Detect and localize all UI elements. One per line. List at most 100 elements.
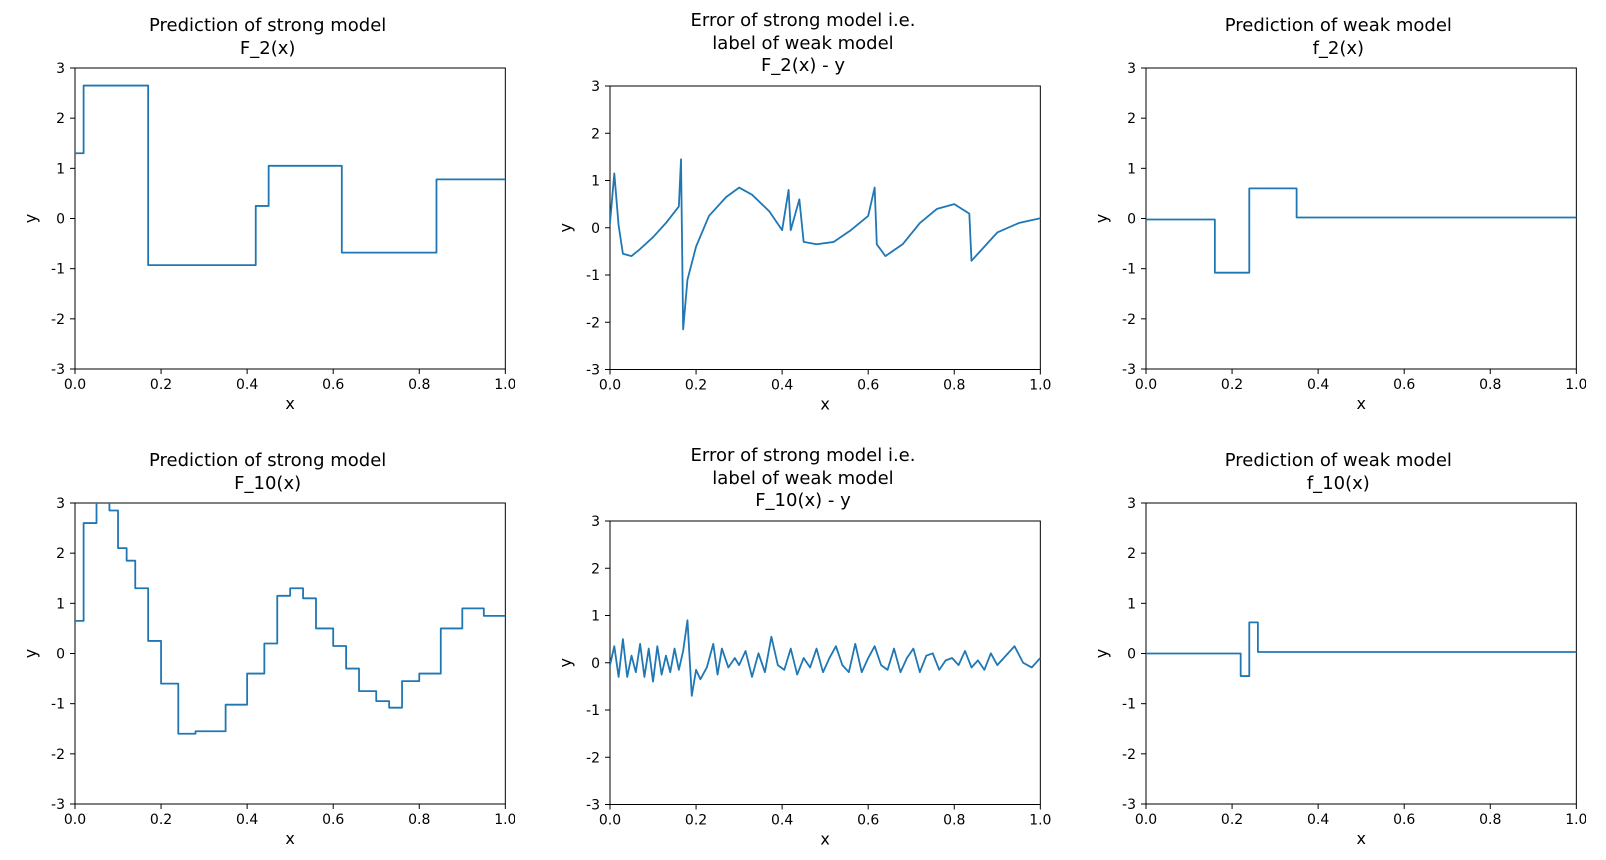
svg-text:0.8: 0.8 <box>408 377 430 393</box>
svg-text:0.4: 0.4 <box>236 377 258 393</box>
svg-text:-3: -3 <box>1122 362 1136 378</box>
svg-text:2: 2 <box>591 561 600 577</box>
svg-text:0.2: 0.2 <box>150 377 172 393</box>
svg-text:0.6: 0.6 <box>322 377 344 393</box>
svg-text:2: 2 <box>1127 546 1136 562</box>
svg-text:y: y <box>1092 214 1111 223</box>
svg-text:0: 0 <box>56 212 65 228</box>
svg-text:3: 3 <box>1127 496 1136 512</box>
svg-text:-1: -1 <box>1122 262 1136 278</box>
svg-text:1.0: 1.0 <box>494 812 515 828</box>
svg-text:3: 3 <box>591 514 600 530</box>
plot-area: 0.00.20.40.60.81.0-3-2-10123xy <box>555 513 1050 851</box>
svg-text:2: 2 <box>56 111 65 127</box>
svg-text:-3: -3 <box>1122 797 1136 813</box>
svg-text:y: y <box>21 214 40 223</box>
svg-text:1.0: 1.0 <box>1565 812 1586 828</box>
svg-text:-2: -2 <box>51 747 65 763</box>
panel-title: Prediction of strong model F_10(x) <box>20 445 515 495</box>
svg-text:0.4: 0.4 <box>1307 377 1329 393</box>
plot-area: 0.0 0.2 0.4 0.6 0.8 1.0 -3 -2 -1 0 1 2 3 x y <box>20 495 515 850</box>
panel-r1c2: Prediction of weak model f_10(x) 0.00.20… <box>1091 445 1586 850</box>
svg-text:1: 1 <box>591 608 600 624</box>
svg-text:-1: -1 <box>586 268 600 284</box>
svg-text:3: 3 <box>56 61 65 77</box>
svg-text:-2: -2 <box>586 750 600 766</box>
svg-text:1: 1 <box>1127 596 1136 612</box>
svg-text:x: x <box>285 394 294 413</box>
plot-area: 0.00.20.40.60.81.0-3-2-10123xy <box>1091 60 1586 415</box>
panel-r0c2: Prediction of weak model f_2(x) 0.00.20.… <box>1091 10 1586 415</box>
plot-area: 0.00.20.40.60.81.0-3-2-10123xy <box>20 60 515 415</box>
svg-text:0.2: 0.2 <box>1221 812 1243 828</box>
svg-text:y: y <box>1092 649 1111 658</box>
panel-title: Prediction of strong model F_2(x) <box>20 10 515 60</box>
svg-text:0.4: 0.4 <box>1307 812 1329 828</box>
svg-text:0.2: 0.2 <box>685 377 707 393</box>
panel-title: Prediction of weak model f_10(x) <box>1091 445 1586 495</box>
svg-text:0.0: 0.0 <box>599 377 621 393</box>
svg-text:1.0: 1.0 <box>494 377 515 393</box>
svg-text:-1: -1 <box>51 262 65 278</box>
svg-text:0.0: 0.0 <box>1135 377 1157 393</box>
svg-text:0.4: 0.4 <box>771 812 793 828</box>
svg-text:2: 2 <box>591 126 600 142</box>
svg-text:-3: -3 <box>51 362 65 378</box>
svg-text:-1: -1 <box>586 703 600 719</box>
plot-area: 0.00.20.40.60.81.0-3-2-10123xy <box>555 78 1050 416</box>
svg-text:-3: -3 <box>586 797 600 813</box>
svg-text:3: 3 <box>1127 61 1136 77</box>
svg-text:0.0: 0.0 <box>64 812 86 828</box>
panel-title: Error of strong model i.e. label of weak… <box>555 445 1050 513</box>
plot-area: 0.0 0.2 0.4 0.6 0.8 1.0 -3 -2 -1 0 1 2 3 x y <box>1091 495 1586 850</box>
panel-title: Prediction of weak model f_2(x) <box>1091 10 1586 60</box>
svg-text:0.6: 0.6 <box>857 377 879 393</box>
svg-text:0.6: 0.6 <box>322 812 344 828</box>
panel-r0c0: Prediction of strong model F_2(x) 0.0 0.2… <box>20 10 515 415</box>
svg-text:0.0: 0.0 <box>599 812 621 828</box>
svg-text:0: 0 <box>1127 647 1136 663</box>
svg-text:0.2: 0.2 <box>685 812 707 828</box>
svg-text:-1: -1 <box>51 697 65 713</box>
svg-text:-3: -3 <box>586 362 600 378</box>
panel-r1c0: Prediction of strong model F_10(x) 0.00.… <box>20 445 515 850</box>
panel-r0c1: Error of strong model i.e. label of weak… <box>555 10 1050 415</box>
svg-text:x: x <box>821 394 830 413</box>
svg-text:-3: -3 <box>51 797 65 813</box>
svg-text:3: 3 <box>591 79 600 95</box>
svg-text:1: 1 <box>56 596 65 612</box>
svg-text:0.8: 0.8 <box>1479 377 1501 393</box>
svg-text:1.0: 1.0 <box>1565 377 1586 393</box>
svg-text:1: 1 <box>1127 161 1136 177</box>
svg-text:-1: -1 <box>1122 697 1136 713</box>
svg-text:y: y <box>556 223 575 232</box>
svg-text:0: 0 <box>591 220 600 236</box>
svg-text:0.0: 0.0 <box>1135 812 1157 828</box>
panel-title: Error of strong model i.e. label of weak… <box>555 10 1050 78</box>
svg-text:x: x <box>1356 394 1365 413</box>
svg-text:-2: -2 <box>1122 747 1136 763</box>
svg-text:0.2: 0.2 <box>150 812 172 828</box>
svg-text:-2: -2 <box>586 315 600 331</box>
subplot-grid: Prediction of strong model F_2(x) 0.0 0.2… <box>20 10 1586 850</box>
svg-text:x: x <box>821 829 830 848</box>
svg-text:0.6: 0.6 <box>1393 812 1415 828</box>
svg-text:0.8: 0.8 <box>408 812 430 828</box>
svg-text:2: 2 <box>56 546 65 562</box>
svg-text:0.4: 0.4 <box>236 812 258 828</box>
svg-text:0.4: 0.4 <box>771 377 793 393</box>
svg-text:3: 3 <box>56 496 65 512</box>
svg-text:0.8: 0.8 <box>1479 812 1501 828</box>
svg-text:1.0: 1.0 <box>1030 377 1051 393</box>
svg-text:0.8: 0.8 <box>943 812 965 828</box>
svg-text:-2: -2 <box>1122 312 1136 328</box>
svg-text:1: 1 <box>591 173 600 189</box>
svg-text:0: 0 <box>56 647 65 663</box>
panel-r1c1: Error of strong model i.e. label of weak… <box>555 445 1050 850</box>
svg-text:0.0: 0.0 <box>64 377 86 393</box>
svg-text:x: x <box>1356 829 1365 848</box>
svg-text:y: y <box>21 649 40 658</box>
svg-text:-2: -2 <box>51 312 65 328</box>
svg-text:x: x <box>285 829 294 848</box>
svg-text:y: y <box>556 658 575 667</box>
